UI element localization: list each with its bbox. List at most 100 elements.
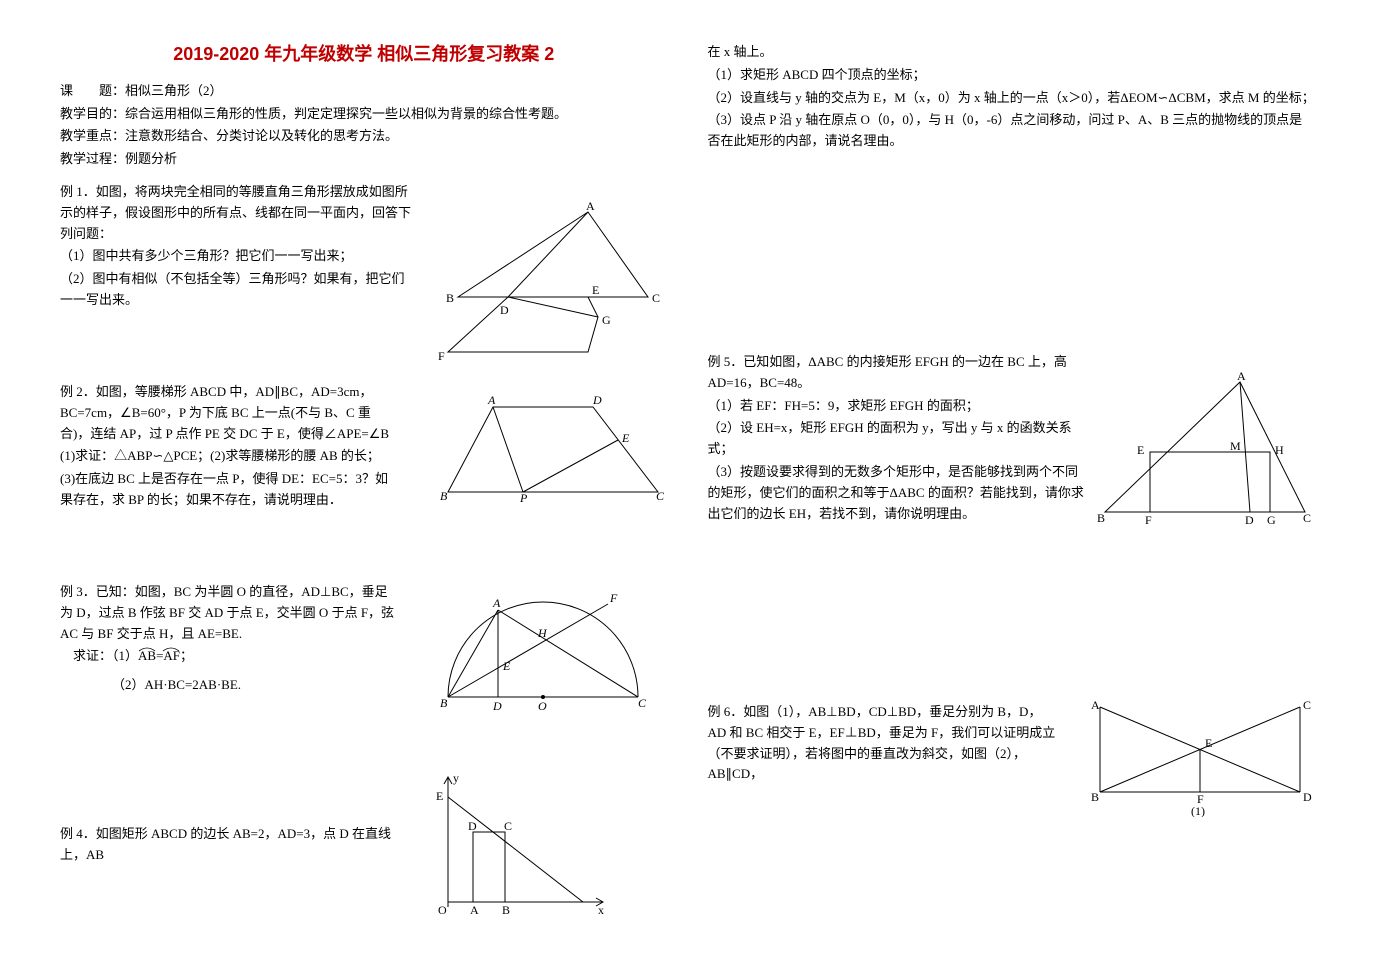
lbl-y4: y — [453, 772, 459, 785]
lbl-C: C — [652, 291, 660, 305]
c4-p2: （1）求矩形 ABCD 四个顶点的坐标； — [708, 65, 1316, 86]
fig1-labels: A B C D E F G — [438, 202, 660, 362]
lbl-E6: E — [1205, 736, 1212, 750]
page-root: 2019-2020 年九年级数学 相似三角形复习教案 2 课 题：相似三角形（2… — [60, 40, 1315, 924]
figure-5: A B C D E F G H M — [1095, 372, 1315, 532]
lbl-B: B — [446, 291, 454, 305]
ex3-p2: 求证：（1）AB=AF； — [60, 646, 400, 667]
lbl-C4: C — [504, 819, 512, 833]
example-5: 例 5．已知如图，ΔABC 的内接矩形 EFGH 的一边在 BC 上，高 AD=… — [708, 352, 1316, 552]
ex2-text: 例 2．如图，等腰梯形 ABCD 中，AD∥BC，AD=3cm，BC=7cm，∠… — [60, 382, 400, 511]
lbl-D: D — [500, 303, 509, 317]
lbl-G5: G — [1267, 513, 1276, 527]
lbl-G: G — [602, 313, 611, 327]
lbl-C3: C — [638, 696, 647, 710]
ex2-p2: (1)求证：△ABP∽△PCE；(2)求等腰梯形的腰 AB 的长； — [60, 446, 400, 467]
lbl-O4: O — [438, 903, 447, 917]
lbl-O3: O — [538, 699, 547, 712]
lbl-D4: D — [468, 819, 477, 833]
fig5-labels: A B C D E F G H M — [1097, 372, 1311, 527]
ex6-p1: 例 6．如图（1），AB⊥BD，CD⊥BD，垂足分别为 B，D，AD 和 BC … — [708, 702, 1060, 785]
ex3-p2-pre: 求证：（1） — [73, 648, 138, 663]
lbl-A6: A — [1091, 698, 1100, 712]
ex6-text: 例 6．如图（1），AB⊥BD，CD⊥BD，垂足分别为 B，D，AD 和 BC … — [708, 702, 1060, 785]
lbl-M5: M — [1230, 439, 1241, 453]
figure-3: A B C D E F H O — [438, 592, 648, 712]
fig3-svg: A B C D E F H O — [438, 592, 648, 712]
lbl-B2: B — [440, 489, 448, 502]
header-block: 课 题：相似三角形（2） 教学目的：综合运用相似三角形的性质，判定定理探究一些以… — [60, 81, 668, 170]
ex5-p2: （1）若 EF：FH=5：9，求矩形 EFGH 的面积； — [708, 396, 1085, 417]
lbl-B6: B — [1091, 790, 1099, 804]
lbl-C2: C — [656, 489, 665, 502]
fig1-svg: A B C D E F G — [438, 202, 668, 362]
lbl-A: A — [586, 202, 595, 213]
figure-6: A B C D E F (1) — [1085, 697, 1315, 817]
lbl-E5: E — [1137, 443, 1144, 457]
ex1-p2: （1）图中共有多少个三角形？把它们一一写出来； — [60, 246, 412, 267]
figure-1: A B C D E F G — [438, 202, 668, 362]
lbl-E4: E — [436, 789, 443, 803]
c4-p4: （3）设点 P 沿 y 轴在原点 O（0，0），与 H（0，-6）点之间移动，问… — [708, 110, 1316, 152]
ex5-p3: （2）设 EH=x，矩形 EFGH 的面积为 y，写出 y 与 x 的函数关系式… — [708, 418, 1085, 460]
example-3: 例 3．已知：如图，BC 为半圆 O 的直径，AD⊥BC，垂足为 D，过点 B … — [60, 582, 668, 732]
left-column: 2019-2020 年九年级数学 相似三角形复习教案 2 课 题：相似三角形（2… — [60, 40, 668, 924]
ex4-p1: 例 4．如图矩形 ABCD 的边长 AB=2，AD=3，点 D 在直线上，AB — [60, 824, 400, 866]
fig2-labels: A B C D E P — [440, 393, 665, 502]
example-2: 例 2．如图，等腰梯形 ABCD 中，AD∥BC，AD=3cm，BC=7cm，∠… — [60, 382, 668, 522]
arc-ab-af: AB=AF — [138, 648, 180, 663]
lbl-E: E — [592, 283, 599, 297]
lbl-B5: B — [1097, 511, 1105, 525]
lbl-cap6: (1) — [1191, 804, 1205, 817]
fig6-svg: A B C D E F (1) — [1085, 697, 1315, 817]
focus-line: 教学重点：注意数形结合、分类讨论以及转化的思考方法。 — [60, 126, 668, 147]
c4-p3: （2）设直线与 y 轴的交点为 E，M（x，0）为 x 轴上的一点（x＞0），若… — [708, 88, 1316, 109]
lbl-D3: D — [492, 699, 502, 712]
fig5-svg: A B C D E F G H M — [1095, 372, 1315, 532]
process-line: 教学过程：例题分析 — [60, 149, 668, 170]
figure-2: A B C D E P — [438, 392, 668, 502]
figure-4: O A B C D E x y — [428, 772, 608, 917]
lbl-H3: H — [537, 626, 548, 640]
example-6: 例 6．如图（1），AB⊥BD，CD⊥BD，垂足分别为 B，D，AD 和 BC … — [708, 702, 1316, 832]
ex3-text: 例 3．已知：如图，BC 为半圆 O 的直径，AD⊥BC，垂足为 D，过点 B … — [60, 582, 400, 696]
ex1-text: 例 1．如图，将两块完全相同的等腰直角三角形摆放成如图所示的样子，假设图形中的所… — [60, 182, 412, 311]
ex2-p3: (3)在底边 BC 上是否存在一点 P，使得 DE：EC=5：3？如果存在，求 … — [60, 469, 400, 511]
lbl-A5: A — [1237, 372, 1246, 383]
lbl-A3: A — [492, 596, 501, 610]
fig4-labels: O A B C D E x y — [436, 772, 604, 917]
ex5-p4: （3）按题设要求得到的无数多个矩形中，是否能够找到两个不同的矩形，使它们的面积之… — [708, 462, 1085, 524]
ex1-p1: 例 1．如图，将两块完全相同的等腰直角三角形摆放成如图所示的样子，假设图形中的所… — [60, 182, 412, 244]
fig4-svg: O A B C D E x y — [428, 772, 608, 917]
lbl-C6: C — [1303, 698, 1311, 712]
lbl-A2: A — [487, 393, 496, 407]
fig2-svg: A B C D E P — [438, 392, 668, 502]
lbl-B3: B — [440, 696, 448, 710]
lbl-P2: P — [519, 491, 528, 502]
arc-svg — [138, 643, 188, 653]
topic-line: 课 题：相似三角形（2） — [60, 81, 668, 102]
lbl-E2: E — [621, 431, 630, 445]
ex5-text: 例 5．已知如图，ΔABC 的内接矩形 EFGH 的一边在 BC 上，高 AD=… — [708, 352, 1085, 524]
lbl-D2: D — [592, 393, 602, 407]
lbl-F: F — [438, 349, 445, 362]
doc-title: 2019-2020 年九年级数学 相似三角形复习教案 2 — [60, 40, 668, 69]
lbl-H5: H — [1275, 443, 1284, 457]
ex1-p3: （2）图中有相似（不包括全等）三角形吗？如果有，把它们一一写出来。 — [60, 269, 412, 311]
example-4: 例 4．如图矩形 ABCD 的边长 AB=2，AD=3，点 D 在直线上，AB … — [60, 772, 668, 912]
lbl-E3: E — [502, 659, 511, 673]
lbl-x4: x — [598, 903, 604, 917]
ex3-p1: 例 3．已知：如图，BC 为半圆 O 的直径，AD⊥BC，垂足为 D，过点 B … — [60, 582, 400, 644]
lbl-B4: B — [502, 903, 510, 917]
lbl-D5: D — [1245, 513, 1254, 527]
ex2-p1: 例 2．如图，等腰梯形 ABCD 中，AD∥BC，AD=3cm，BC=7cm，∠… — [60, 382, 400, 444]
goal-line: 教学目的：综合运用相似三角形的性质，判定定理探究一些以相似为背景的综合性考题。 — [60, 104, 668, 125]
ex3-p3: （2）AH·BC=2AB·BE. — [60, 675, 400, 696]
c4-p1: 在 x 轴上。 — [708, 42, 1316, 63]
lbl-F5: F — [1145, 513, 1152, 527]
fig3-labels: A B C D E F H O — [440, 592, 647, 712]
ex4-text: 例 4．如图矩形 ABCD 的边长 AB=2，AD=3，点 D 在直线上，AB — [60, 772, 400, 866]
lbl-F3: F — [609, 592, 618, 605]
example-1: 例 1．如图，将两块完全相同的等腰直角三角形摆放成如图所示的样子，假设图形中的所… — [60, 182, 668, 352]
lbl-D6: D — [1303, 790, 1312, 804]
